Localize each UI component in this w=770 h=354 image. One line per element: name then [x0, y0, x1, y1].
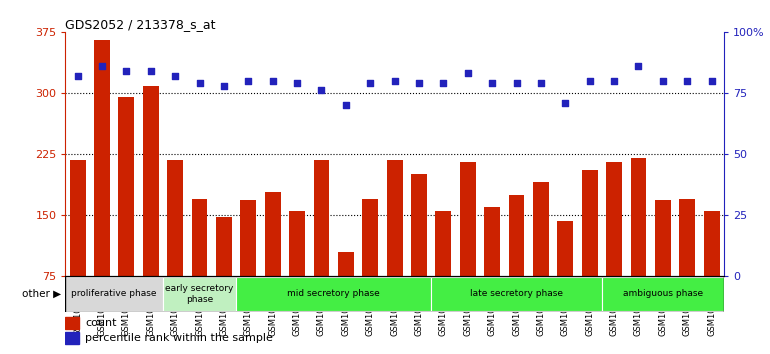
Text: early secretory
phase: early secretory phase	[166, 284, 234, 303]
Point	[413, 80, 425, 86]
Point	[72, 73, 84, 79]
Text: percentile rank within the sample: percentile rank within the sample	[85, 333, 273, 343]
Bar	[387, 160, 403, 337]
Bar	[119, 97, 134, 337]
Point	[266, 78, 279, 84]
Text: GDS2052 / 213378_s_at: GDS2052 / 213378_s_at	[65, 18, 216, 31]
Point	[218, 83, 230, 88]
Bar	[436, 211, 451, 337]
Point	[95, 63, 108, 69]
Point	[388, 78, 400, 84]
Bar	[65, 317, 79, 329]
Bar	[602, 277, 724, 311]
Point	[584, 78, 596, 84]
Point	[461, 70, 474, 76]
Text: late secretory phase: late secretory phase	[470, 289, 563, 298]
Text: mid secretory phase: mid secretory phase	[287, 289, 380, 298]
Bar	[631, 158, 646, 337]
Bar	[192, 199, 207, 337]
Bar	[431, 277, 602, 311]
Text: other ▶: other ▶	[22, 289, 62, 299]
Bar	[313, 160, 330, 337]
Bar	[509, 195, 524, 337]
Text: count: count	[85, 318, 117, 329]
Point	[120, 68, 132, 74]
Bar	[411, 175, 427, 337]
Bar	[65, 332, 79, 344]
Point	[145, 68, 157, 74]
Point	[486, 80, 498, 86]
Point	[364, 80, 377, 86]
Point	[193, 80, 206, 86]
Point	[608, 78, 620, 84]
Bar	[163, 277, 236, 311]
Bar	[363, 199, 378, 337]
Point	[681, 78, 693, 84]
Bar	[606, 162, 622, 337]
Point	[534, 80, 547, 86]
Point	[705, 78, 718, 84]
Point	[340, 102, 352, 108]
Point	[169, 73, 181, 79]
Text: ambiguous phase: ambiguous phase	[623, 289, 703, 298]
Bar	[557, 221, 573, 337]
Bar	[167, 160, 183, 337]
Point	[511, 80, 523, 86]
Bar	[236, 277, 431, 311]
Bar	[70, 160, 85, 337]
Bar	[265, 192, 280, 337]
Text: proliferative phase: proliferative phase	[72, 289, 157, 298]
Bar	[460, 162, 476, 337]
Point	[315, 88, 327, 93]
Bar	[533, 183, 549, 337]
Bar	[94, 40, 110, 337]
Point	[242, 78, 254, 84]
Point	[559, 100, 571, 105]
Point	[437, 80, 450, 86]
Bar	[582, 170, 598, 337]
Bar	[655, 200, 671, 337]
Bar	[704, 211, 719, 337]
Bar	[679, 199, 695, 337]
Bar	[240, 200, 256, 337]
Point	[291, 80, 303, 86]
Bar	[143, 86, 159, 337]
Point	[632, 63, 644, 69]
Bar	[216, 217, 232, 337]
Bar	[484, 207, 500, 337]
Point	[657, 78, 669, 84]
Bar	[65, 277, 163, 311]
Bar	[290, 211, 305, 337]
Bar	[338, 252, 353, 337]
